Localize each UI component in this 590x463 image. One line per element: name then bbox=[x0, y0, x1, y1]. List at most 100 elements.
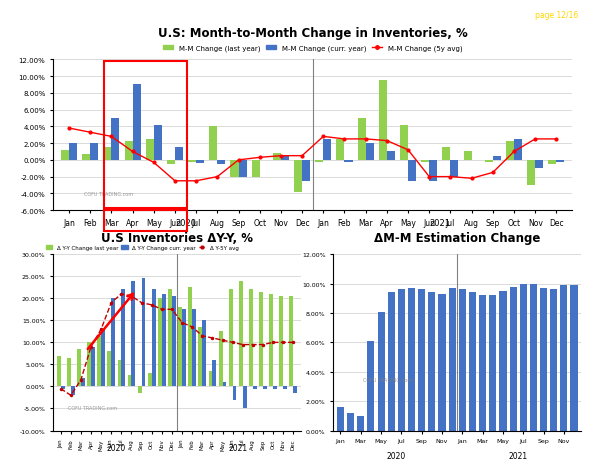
Bar bbox=[217, 161, 225, 165]
Bar bbox=[368, 341, 375, 431]
Bar bbox=[548, 161, 556, 165]
Bar bbox=[222, 382, 227, 387]
Bar bbox=[418, 290, 425, 431]
Text: Tuesday, April 7, 2020: Tuesday, April 7, 2020 bbox=[245, 35, 345, 44]
Text: 2020: 2020 bbox=[175, 219, 196, 228]
Bar bbox=[388, 293, 395, 431]
Bar bbox=[127, 375, 132, 387]
Text: COFU TRADING.com: COFU TRADING.com bbox=[68, 406, 117, 411]
Bar bbox=[294, 161, 302, 192]
Bar bbox=[208, 371, 212, 387]
Bar bbox=[527, 161, 535, 186]
Bar bbox=[82, 155, 90, 161]
Bar bbox=[442, 148, 450, 161]
Bar bbox=[71, 387, 75, 395]
Bar bbox=[560, 285, 568, 431]
Bar bbox=[571, 285, 578, 431]
Bar bbox=[87, 343, 91, 387]
Bar bbox=[212, 360, 217, 387]
Bar bbox=[358, 119, 366, 161]
Text: COFU TRADING.com: COFU TRADING.com bbox=[84, 192, 133, 197]
Bar bbox=[398, 290, 405, 431]
Bar bbox=[67, 358, 71, 387]
Bar bbox=[387, 152, 395, 161]
Bar bbox=[154, 125, 162, 161]
Bar bbox=[273, 387, 277, 389]
Text: 2021: 2021 bbox=[430, 219, 450, 228]
Bar bbox=[408, 288, 415, 431]
Bar bbox=[263, 387, 267, 389]
Bar bbox=[91, 347, 95, 387]
Bar bbox=[366, 144, 373, 161]
Bar bbox=[514, 140, 522, 161]
Bar bbox=[104, 62, 187, 209]
Bar bbox=[315, 161, 323, 163]
Bar bbox=[293, 387, 297, 393]
Bar bbox=[61, 150, 69, 161]
Bar bbox=[142, 279, 146, 387]
Bar bbox=[530, 284, 537, 431]
Bar bbox=[239, 281, 242, 387]
Bar bbox=[323, 140, 332, 161]
Bar bbox=[198, 327, 202, 387]
Bar bbox=[146, 140, 154, 161]
Bar bbox=[550, 290, 558, 431]
Text: COFU TRADING.com: COFU TRADING.com bbox=[363, 377, 412, 382]
Bar bbox=[209, 127, 217, 161]
Bar bbox=[238, 161, 247, 177]
Bar bbox=[162, 294, 166, 387]
Bar bbox=[408, 161, 416, 181]
Bar bbox=[188, 161, 196, 163]
Bar bbox=[168, 290, 172, 387]
Bar bbox=[124, 142, 133, 161]
Bar bbox=[188, 288, 192, 387]
Bar bbox=[430, 161, 437, 181]
Bar bbox=[175, 148, 183, 161]
Bar bbox=[103, 148, 112, 161]
Bar bbox=[97, 336, 101, 387]
Bar bbox=[336, 140, 345, 161]
Bar bbox=[357, 416, 364, 431]
Bar bbox=[469, 293, 476, 431]
Bar bbox=[232, 387, 237, 400]
Bar bbox=[283, 387, 287, 389]
Text: CRUDE OIL STEO: CRUDE OIL STEO bbox=[218, 11, 372, 29]
Bar bbox=[485, 161, 493, 163]
Bar bbox=[182, 310, 186, 387]
Legend: M-M Change (last year), M-M Change (curr. year), M-M Change (5y avg): M-M Change (last year), M-M Change (curr… bbox=[160, 43, 466, 55]
Bar bbox=[69, 144, 77, 161]
Bar bbox=[510, 287, 517, 431]
Bar bbox=[219, 332, 222, 387]
Bar bbox=[493, 156, 501, 161]
Bar bbox=[112, 299, 115, 387]
Bar bbox=[379, 81, 387, 161]
Bar bbox=[90, 144, 99, 161]
Bar bbox=[152, 290, 156, 387]
Text: U.S: Month-to-Month Change in Inventories, %: U.S: Month-to-Month Change in Inventorie… bbox=[158, 27, 467, 40]
Bar bbox=[112, 119, 119, 161]
Bar bbox=[122, 290, 125, 387]
Text: 2021: 2021 bbox=[228, 444, 247, 452]
Bar bbox=[281, 156, 289, 161]
Bar bbox=[448, 288, 455, 431]
Bar bbox=[347, 413, 354, 431]
Bar bbox=[101, 329, 105, 387]
Bar bbox=[117, 360, 122, 387]
Bar bbox=[61, 387, 64, 389]
Bar bbox=[450, 161, 458, 177]
Bar bbox=[133, 85, 140, 161]
Bar bbox=[302, 161, 310, 181]
Bar bbox=[242, 387, 247, 408]
Text: 2021: 2021 bbox=[509, 451, 527, 460]
Bar bbox=[556, 161, 565, 163]
Text: 2020: 2020 bbox=[107, 444, 126, 452]
Bar bbox=[148, 373, 152, 387]
Bar bbox=[279, 296, 283, 387]
Legend: Δ Y-Y Change last year, Δ Y-Y Change curr. year, Δ Y-5Y avg: Δ Y-Y Change last year, Δ Y-Y Change cur… bbox=[44, 244, 241, 253]
Bar bbox=[107, 351, 112, 387]
Bar bbox=[253, 387, 257, 389]
Text: page 12/16: page 12/16 bbox=[535, 11, 578, 19]
Bar bbox=[337, 407, 344, 431]
Bar bbox=[520, 284, 527, 431]
Bar bbox=[57, 356, 61, 387]
